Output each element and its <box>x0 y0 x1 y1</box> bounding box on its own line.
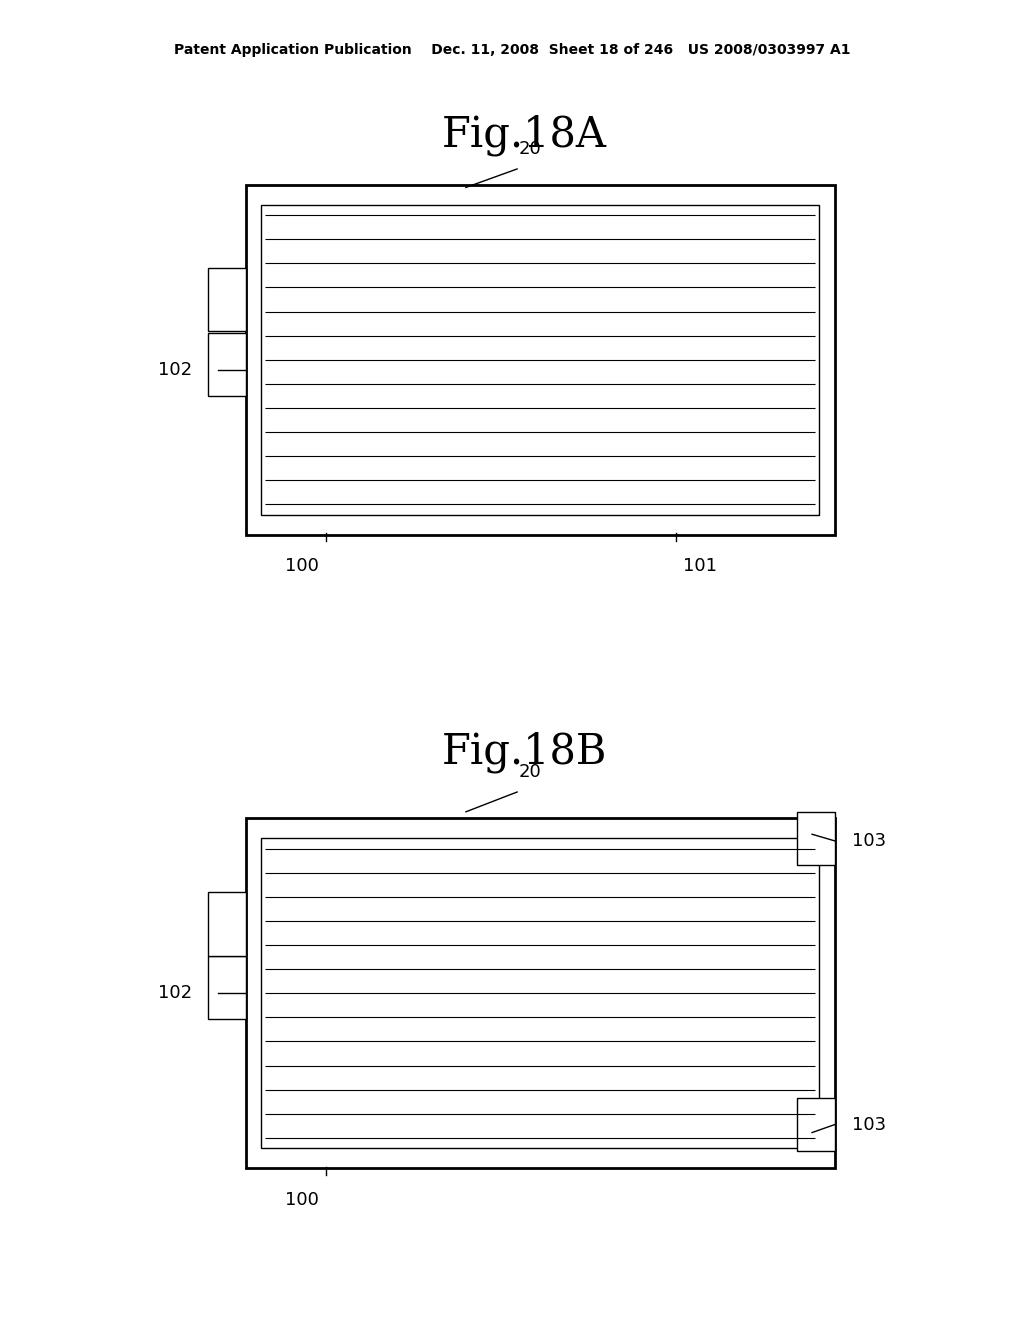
Text: 103: 103 <box>852 832 886 850</box>
Bar <box>246 818 835 1168</box>
Text: Fig.18B: Fig.18B <box>441 731 607 774</box>
Bar <box>208 333 246 396</box>
Text: 102: 102 <box>159 983 193 1002</box>
Text: 20: 20 <box>519 763 542 781</box>
Bar <box>208 268 246 331</box>
Text: 100: 100 <box>285 557 319 576</box>
Bar <box>246 185 835 535</box>
Text: Fig.18A: Fig.18A <box>441 114 607 156</box>
Bar <box>208 892 246 956</box>
Bar <box>797 812 835 865</box>
Text: Patent Application Publication    Dec. 11, 2008  Sheet 18 of 246   US 2008/03039: Patent Application Publication Dec. 11, … <box>174 44 850 57</box>
Text: 102: 102 <box>159 360 193 379</box>
Bar <box>208 956 246 1019</box>
Bar <box>261 205 819 515</box>
Text: 100: 100 <box>285 1191 319 1209</box>
Text: 20: 20 <box>519 140 542 158</box>
Bar <box>261 838 819 1148</box>
Text: 103: 103 <box>852 1115 886 1134</box>
Text: 101: 101 <box>683 557 718 576</box>
Bar <box>797 1098 835 1151</box>
